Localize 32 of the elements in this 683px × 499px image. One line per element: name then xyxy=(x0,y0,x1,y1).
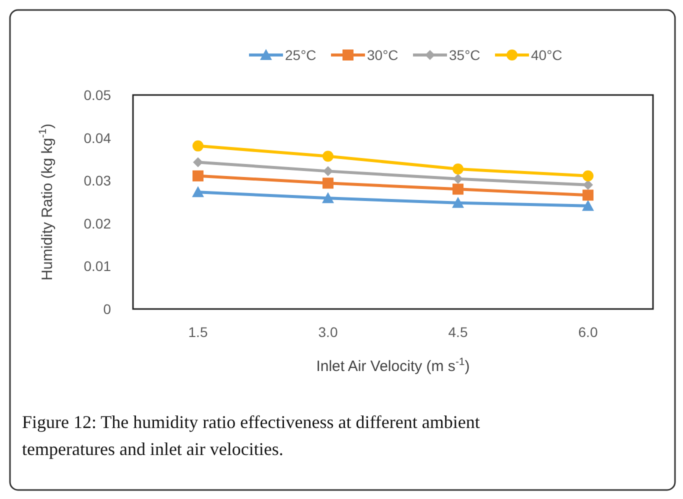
y-tick-label: 0.02 xyxy=(84,215,112,232)
caption: Figure 12: The humidity ratio effectiveness at different ambient temperatures and inlet air velocities. xyxy=(22,412,480,459)
y-tick-label: 0 xyxy=(103,301,112,317)
y-tick-label: 0.01 xyxy=(84,258,112,274)
point xyxy=(192,140,204,152)
point xyxy=(192,170,204,182)
x-tick-label: 1.5 xyxy=(188,324,208,340)
point xyxy=(582,200,594,211)
point xyxy=(452,196,464,208)
point xyxy=(583,180,593,190)
point xyxy=(452,164,464,175)
point xyxy=(192,186,204,198)
point xyxy=(322,150,334,162)
y-tick-label: 0.05 xyxy=(84,87,112,103)
legend-label: 40°C xyxy=(531,47,562,63)
point xyxy=(582,190,594,201)
y-tick-label: 0.04 xyxy=(84,130,112,146)
legend-label: 30°C xyxy=(367,47,398,63)
x-tick-label: 3.0 xyxy=(318,324,338,340)
legend-label: 25°C xyxy=(285,47,316,63)
legend-label: 35°C xyxy=(449,47,480,63)
point xyxy=(452,184,464,195)
point xyxy=(582,170,594,182)
x-tick-label: 4.5 xyxy=(448,324,468,340)
point xyxy=(323,166,333,176)
point xyxy=(453,174,463,184)
point xyxy=(322,178,334,189)
point xyxy=(322,192,334,204)
y-tick-label: 0.03 xyxy=(84,172,112,189)
point xyxy=(193,157,203,168)
x-tick-label: 6.0 xyxy=(578,324,598,340)
x-axis-title: Inlet Air Velocity (m s$^{-1}$) xyxy=(316,356,470,375)
